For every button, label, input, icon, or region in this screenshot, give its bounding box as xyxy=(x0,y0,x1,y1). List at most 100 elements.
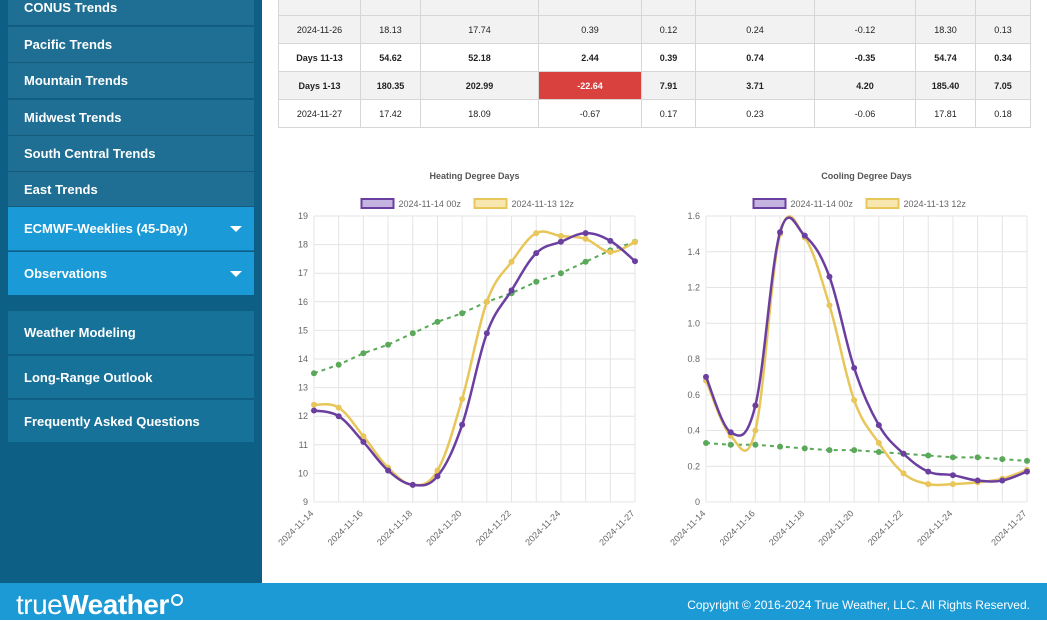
y-tick-label: 11 xyxy=(299,440,308,450)
sidebar-item-midwest-trends[interactable]: Midwest Trends xyxy=(8,100,254,136)
data-point xyxy=(434,318,441,325)
y-tick-label: 18 xyxy=(298,240,308,250)
data-point xyxy=(826,273,833,280)
sidebar-item-label: East Trends xyxy=(24,181,98,197)
data-point xyxy=(311,407,317,414)
data-point xyxy=(632,239,638,246)
table-cell: -0.67 xyxy=(538,99,642,128)
table-cell: 180.35 xyxy=(360,71,421,100)
data-point xyxy=(752,427,759,434)
sidebar-item-pacific-trends[interactable]: Pacific Trends xyxy=(8,27,254,63)
legend-swatch xyxy=(752,198,787,209)
table-cell: 0.74 xyxy=(695,43,815,72)
sidebar-item-south-central-trends[interactable]: South Central Trends xyxy=(8,136,254,172)
y-tick-label: 12 xyxy=(298,411,308,421)
x-tick-label: 2024-11-16 xyxy=(718,508,757,547)
x-tick-label: 2024-11-27 xyxy=(989,508,1028,547)
y-tick-label: 0.2 xyxy=(687,461,700,471)
copyright-text: Copyright © 2016-2024 True Weather, LLC.… xyxy=(687,598,1030,612)
data-point xyxy=(999,456,1006,463)
table-cell: 54.62 xyxy=(360,43,421,72)
data-point xyxy=(557,270,564,277)
data-point xyxy=(360,350,367,357)
table-cell: 0.12 xyxy=(641,15,696,44)
sidebar-item-conus-trends[interactable]: CONUS Trends xyxy=(8,0,254,26)
table-cell: 52.18 xyxy=(420,43,539,72)
legend-swatch xyxy=(360,198,395,209)
y-tick-label: 10 xyxy=(298,468,308,478)
data-point xyxy=(459,310,466,317)
data-point xyxy=(925,468,932,475)
data-point xyxy=(483,330,490,337)
y-tick-label: 1.2 xyxy=(687,283,700,293)
data-point xyxy=(949,481,956,488)
chevron-down-icon xyxy=(230,270,242,277)
legend-label: 2024-11-14 00z xyxy=(399,199,462,209)
data-point xyxy=(582,230,589,237)
footer: trueWeather Copyright © 2016-2024 True W… xyxy=(0,583,1047,620)
sidebar-item-observations[interactable]: Observations xyxy=(8,252,254,295)
main-content: 2024-11-26 18.13 17.74 0.39 0.12 0.24 -0.12 18.… xyxy=(262,0,1047,583)
chart-title: Heating Degree Days xyxy=(429,171,519,181)
data-point xyxy=(434,467,441,474)
data-point xyxy=(607,249,614,256)
series-line xyxy=(705,442,1028,462)
degree-day-table: 2024-11-26 18.13 17.74 0.39 0.12 0.24 -0.12 18.… xyxy=(278,0,1031,128)
legend-label: 2024-11-13 12z xyxy=(904,199,967,209)
sidebar-item-east-trends[interactable]: East Trends xyxy=(8,172,254,207)
legend-label: 2024-11-14 00z xyxy=(791,199,854,209)
table-cell: 185.40 xyxy=(915,71,976,100)
y-tick-label: 14 xyxy=(298,354,308,364)
table-cell: 0.17 xyxy=(641,99,696,128)
table-cell: Days 11-13 xyxy=(278,43,361,72)
data-point xyxy=(727,441,734,448)
data-point xyxy=(752,441,759,448)
data-point xyxy=(557,238,564,245)
table-cell: 0.24 xyxy=(695,15,815,44)
table-cell: 18.13 xyxy=(360,15,421,44)
x-tick-label: 2024-11-14 xyxy=(668,508,707,547)
data-point xyxy=(335,413,342,420)
data-point xyxy=(925,481,932,488)
table-row: 2024-11-26 18.13 17.74 0.39 0.12 0.24 -0.12 18.… xyxy=(278,15,1031,44)
data-point xyxy=(607,237,614,244)
data-point xyxy=(508,287,515,294)
table-cell: 0.13 xyxy=(975,15,1031,44)
series-line xyxy=(313,230,636,487)
sidebar-item-ecmwf-weeklies[interactable]: ECMWF-Weeklies (45-Day) xyxy=(8,207,254,251)
table-cell: 2.44 xyxy=(538,43,642,72)
x-tick-label: 2024-11-24 xyxy=(523,508,562,547)
sidebar-item-long-range-outlook[interactable]: Long-Range Outlook xyxy=(8,356,254,399)
sidebar-item-faq[interactable]: Frequently Asked Questions xyxy=(8,400,254,442)
x-tick-label: 2024-11-18 xyxy=(375,508,414,547)
data-point xyxy=(900,450,907,457)
table-cell: 2024-11-27 xyxy=(278,99,361,128)
data-point xyxy=(777,229,784,236)
y-tick-label: 1.0 xyxy=(687,318,700,328)
data-point xyxy=(949,454,956,461)
table-cell: 0.39 xyxy=(538,15,642,44)
sidebar-item-label: Observations xyxy=(24,266,108,281)
x-tick-label: 2024-11-16 xyxy=(326,508,365,547)
data-point xyxy=(409,481,416,488)
table-cell: -0.35 xyxy=(814,43,916,72)
data-point xyxy=(434,473,441,480)
chart-title: Cooling Degree Days xyxy=(821,171,912,181)
y-tick-label: 0.4 xyxy=(687,426,700,436)
sidebar-item-weather-modeling[interactable]: Weather Modeling xyxy=(8,311,254,355)
y-tick-label: 0 xyxy=(695,497,700,507)
table-cell: 0.34 xyxy=(975,43,1031,72)
logo-ring-icon xyxy=(170,594,183,606)
data-point xyxy=(801,232,808,239)
sidebar-item-label: Weather Modeling xyxy=(24,325,136,340)
table-cell: 18.09 xyxy=(420,99,539,128)
data-point xyxy=(385,341,392,348)
data-point xyxy=(949,472,956,479)
trueweather-logo[interactable]: trueWeather xyxy=(16,589,183,621)
sidebar-item-mountain-trends[interactable]: Mountain Trends xyxy=(8,63,254,99)
data-point xyxy=(459,396,466,403)
y-tick-label: 0.8 xyxy=(687,354,700,364)
data-point xyxy=(533,230,540,237)
y-tick-label: 0.6 xyxy=(687,390,700,400)
data-point xyxy=(826,302,833,309)
